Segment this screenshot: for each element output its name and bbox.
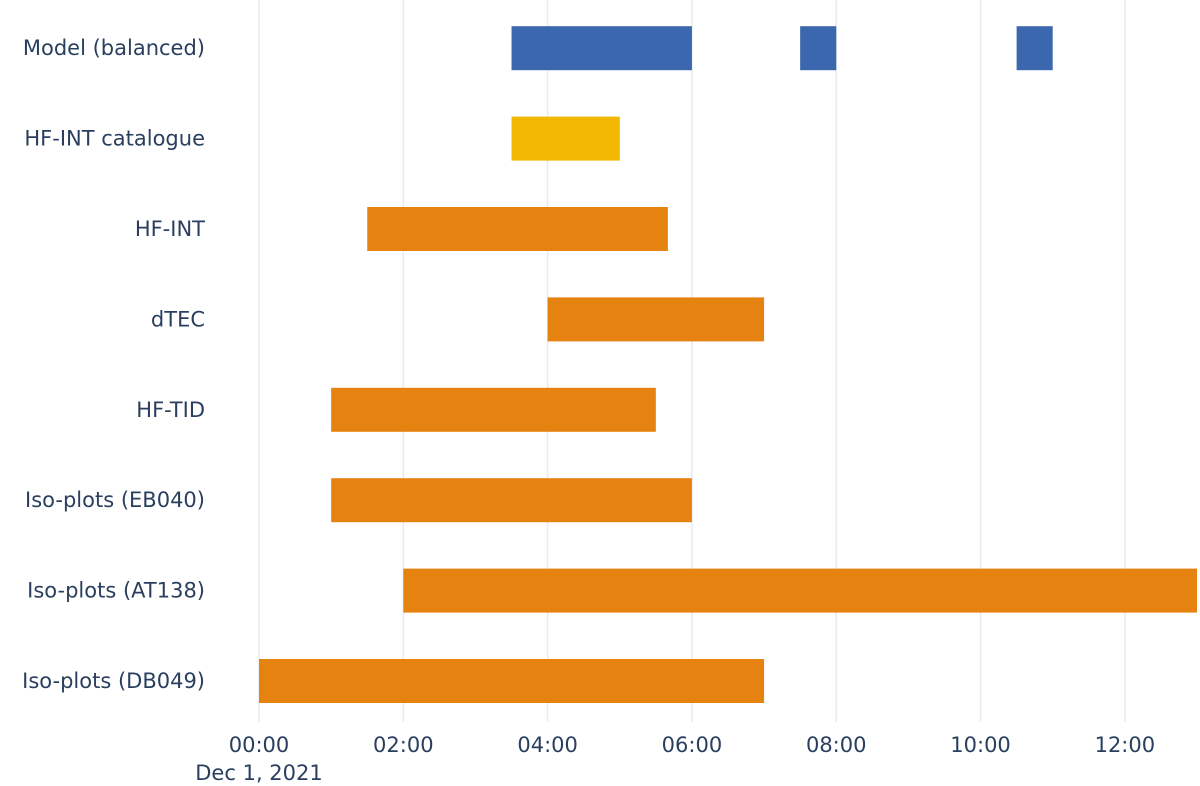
x-tick-labels: 00:00 02:00 04:00 06:00 08:00 10:00 12:00 [229, 733, 1155, 757]
category-labels: Model (balanced) HF-INT catalogue HF-INT dT… [22, 36, 205, 693]
category-label: HF-INT [135, 217, 205, 241]
x-tick-0000: 00:00 [229, 733, 290, 757]
bar-6 [331, 387, 656, 432]
category-label: Iso-plots (AT138) [27, 579, 205, 603]
category-label: dTEC [151, 307, 205, 331]
bar-group [259, 26, 1197, 703]
category-label: HF-INT catalogue [24, 127, 205, 151]
x-tick-0200: 02:00 [373, 733, 434, 757]
x-tick-1200: 12:00 [1095, 733, 1156, 757]
x-date-label: Dec 1, 2021 [195, 761, 322, 785]
category-label: Iso-plots (EB040) [25, 488, 205, 512]
bar-7 [331, 478, 692, 523]
bar-3 [511, 116, 620, 161]
x-tick-1000: 10:00 [950, 733, 1011, 757]
bar-5 [547, 297, 765, 342]
bar-8 [403, 568, 1197, 613]
bar-0 [511, 26, 692, 71]
grid-lines [258, 0, 1126, 722]
x-tick-0800: 08:00 [806, 733, 867, 757]
x-tick-0600: 06:00 [662, 733, 723, 757]
bar-2 [1016, 26, 1053, 71]
x-tick-0400: 04:00 [517, 733, 578, 757]
category-label: Model (balanced) [23, 36, 205, 60]
bar-9 [259, 659, 765, 703]
category-label: HF-TID [136, 398, 205, 422]
category-label: Iso-plots (DB049) [22, 669, 205, 693]
bar-1 [800, 26, 837, 71]
bar-4 [367, 207, 668, 251]
